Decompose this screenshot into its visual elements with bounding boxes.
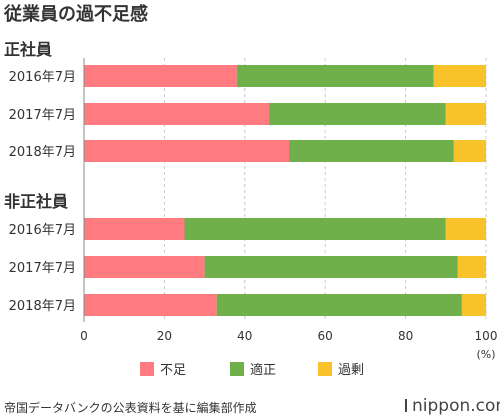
brand-mark [405,399,407,412]
category-label-1-3: 2018年7月 [9,145,76,160]
legend-label-2: 適正 [250,362,276,378]
x-tick-label-100: 100 [475,329,498,343]
bar-1-3-series-2 [289,140,454,162]
bars-layer [84,65,486,316]
brand-name: nippon.com [412,396,500,416]
group-title-2: 非正社員 [4,192,68,211]
category-label-1-2: 2017年7月 [9,108,76,123]
chart-title: 従業員の過不足感 [3,3,148,25]
legend-label-1: 不足 [160,363,186,378]
bar-2-1-series-3 [445,218,486,240]
category-label-2-2: 2017年7月 [9,261,76,276]
bar-1-1-series-2 [236,65,434,87]
x-tick-label-40: 40 [237,329,252,343]
x-tick-label-0: 0 [80,329,88,343]
legend: 不足 適正 過剰 [140,362,364,378]
brand-logo: nippon.com [405,396,500,416]
legend-swatch-2 [230,362,244,376]
bar-2-3-series-1 [84,294,217,316]
x-tick-label-60: 60 [318,329,333,343]
labels-layer: 正社員2016年7月2017年7月2018年7月非正社員2016年7月2017年… [4,40,76,314]
bar-2-3-series-3 [461,294,486,316]
legend-label-3: 過剰 [338,363,364,378]
legend-swatch-3 [318,362,332,376]
x-axis-unit-label: (%) [476,348,495,361]
x-tick-label-20: 20 [157,329,172,343]
category-label-2-3: 2018年7月 [9,299,76,314]
bar-2-3-series-2 [216,294,462,316]
bar-1-3-series-3 [453,140,486,162]
bar-2-2-series-1 [84,256,205,278]
bar-2-1-series-1 [84,218,185,240]
x-tick-label-80: 80 [398,329,413,343]
bar-1-2-series-3 [445,103,486,125]
bar-1-1-series-1 [84,65,237,87]
legend-swatch-1 [140,362,154,376]
category-label-2-1: 2016年7月 [9,223,76,238]
bar-2-2-series-2 [204,256,458,278]
x-axis-ticks: 0 20 40 60 80 100 [80,329,497,343]
bar-1-3-series-1 [84,140,290,162]
grid-layer [163,58,487,322]
bar-1-2-series-1 [84,103,269,125]
source-note: 帝国データバンクの公表資料を基に編集部作成 [4,400,257,415]
group-title-1: 正社員 [4,40,52,59]
category-label-1-1: 2016年7月 [9,70,76,85]
bar-2-1-series-2 [184,218,446,240]
bar-2-2-series-3 [457,256,486,278]
bar-1-1-series-3 [433,65,486,87]
bar-1-2-series-2 [268,103,446,125]
